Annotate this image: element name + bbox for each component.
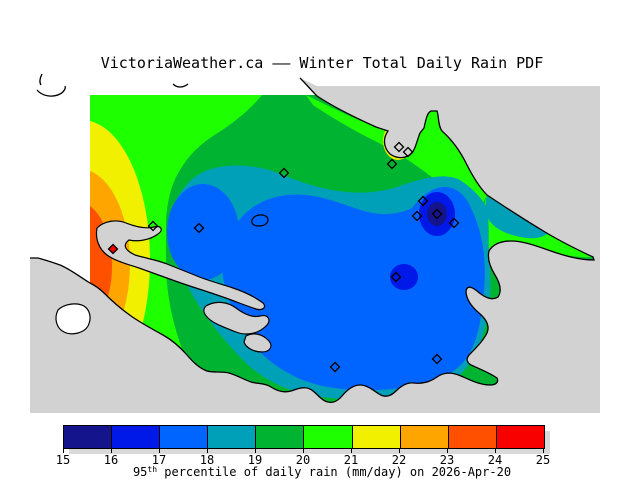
station-marker-icon	[431, 208, 443, 220]
coast-fragment-a	[39, 73, 43, 86]
station-marker-icon	[390, 271, 402, 283]
page-title: VictoriaWeather.ca –– Winter Total Daily…	[100, 54, 544, 72]
colorbar-seg-16-17	[112, 426, 161, 448]
colorbar-seg-22-23	[400, 426, 449, 448]
band-18-19-wedge	[485, 196, 548, 239]
colorbar-seg-24-25	[496, 426, 544, 448]
colorbar-tick-labels: 15 16 17 18 19 20 21 22 23 24 25	[56, 453, 550, 467]
tick-label: 24	[487, 453, 503, 467]
station-marker-icon	[448, 217, 460, 229]
colorbar	[63, 425, 545, 449]
colorbar-tick	[255, 448, 256, 453]
station-marker-icon	[393, 141, 405, 153]
inlet-channel	[95, 220, 266, 311]
station-marker-icon	[386, 158, 398, 170]
colorbar-tick	[207, 448, 208, 453]
colorbar-caption: 95th percentile of daily rain (mm/day) o…	[0, 465, 640, 479]
station-marker-icon	[193, 222, 205, 234]
colorbar-seg-20-21	[304, 426, 353, 448]
colorbar-tick	[351, 448, 352, 453]
harbour-island-a	[203, 301, 270, 335]
colorbar-seg-19-20	[256, 426, 305, 448]
band-17-18-main	[221, 186, 485, 391]
tick-label: 23	[439, 453, 455, 467]
station-marker-icon	[402, 146, 414, 158]
station-marker-icon	[329, 361, 341, 373]
band-16-17-spot-b	[390, 264, 418, 290]
colorbar-seg-23-24	[448, 426, 497, 448]
colorbar-seg-21-22	[352, 426, 401, 448]
coastline	[30, 77, 595, 403]
tick-label: 25	[535, 453, 551, 467]
station-marker-icon	[411, 210, 423, 222]
caption-superscript: th	[147, 465, 158, 474]
caption-base: 95	[132, 465, 148, 479]
land-mass	[30, 78, 600, 413]
coast-fragment-b	[36, 85, 66, 97]
band-15-16-core	[427, 202, 447, 226]
colorbar-seg-18-19	[208, 426, 257, 448]
small-island-outline	[251, 214, 269, 227]
station-markers	[107, 141, 460, 373]
colorbar-seg-17-18	[160, 426, 209, 448]
tick-label: 21	[343, 453, 359, 467]
coast-fragment-c	[172, 83, 189, 88]
colorbar-tick	[303, 448, 304, 453]
station-marker-icon	[278, 167, 290, 179]
harbour-island-b	[243, 333, 272, 353]
lake	[55, 303, 91, 335]
colorbar-tick	[111, 448, 112, 453]
caption-rest: percentile of daily rain (mm/day) on 202…	[157, 465, 512, 479]
tick-label: 17	[151, 453, 167, 467]
colorbar-tick	[543, 448, 544, 453]
station-marker-icon	[431, 353, 443, 365]
station-marker-icon	[417, 195, 429, 207]
colorbar-tick	[399, 448, 400, 453]
colorbar-tick	[447, 448, 448, 453]
tick-label: 16	[103, 453, 119, 467]
band-17-18-west-blob	[167, 184, 239, 280]
tick-label: 20	[295, 453, 311, 467]
colorbar-tick	[159, 448, 160, 453]
tick-label: 19	[247, 453, 263, 467]
station-marker-icon	[147, 220, 159, 232]
tick-label: 15	[55, 453, 71, 467]
colorbar-tick	[495, 448, 496, 453]
colorbar-seg-15-16	[64, 426, 113, 448]
station-marker-icon	[107, 243, 119, 255]
tick-label: 18	[199, 453, 215, 467]
colorbar-tick	[63, 448, 64, 453]
tick-label: 22	[391, 453, 407, 467]
